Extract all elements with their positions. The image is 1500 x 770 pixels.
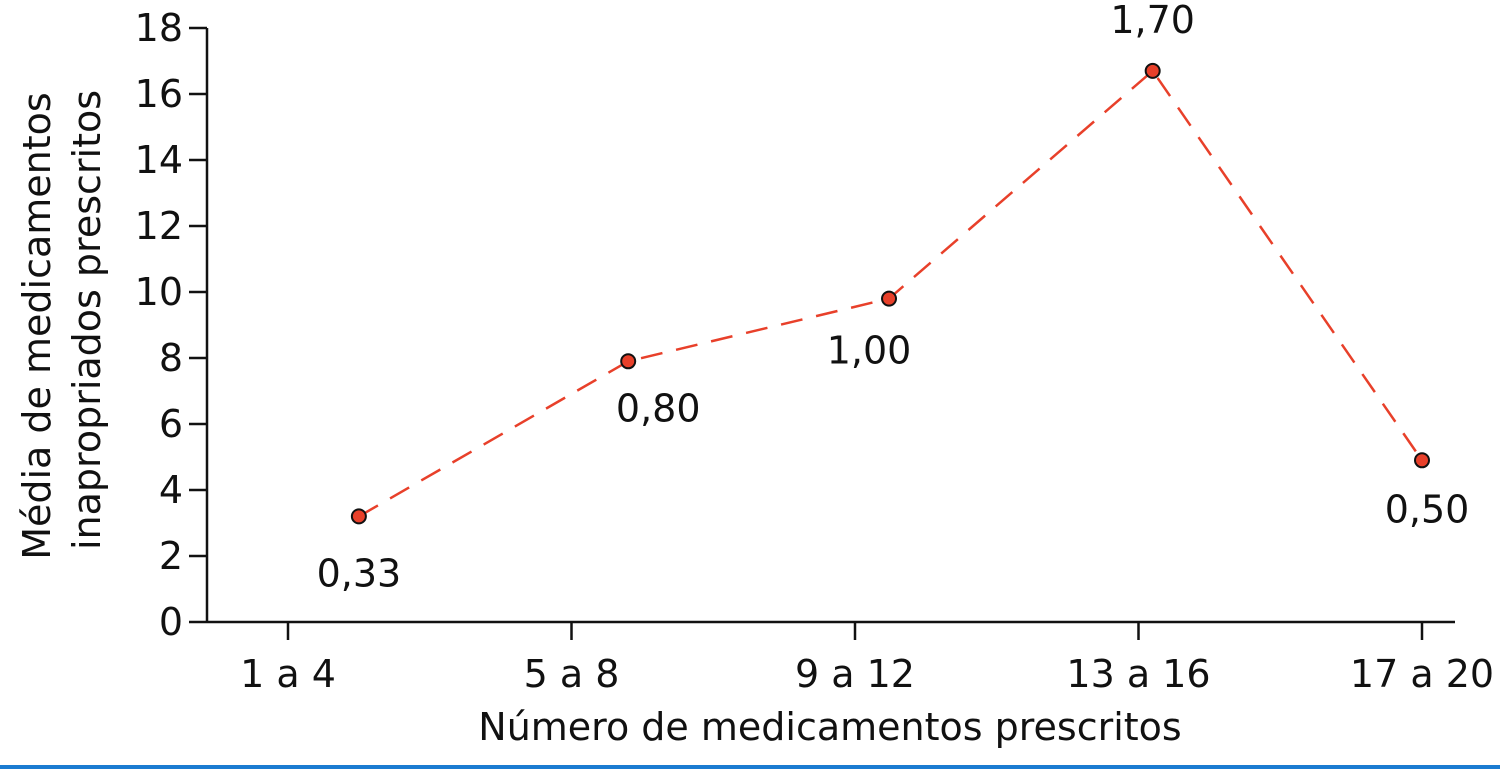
data-label: 1,70	[1110, 0, 1195, 42]
data-point	[881, 290, 898, 307]
y-tick-label: 14	[135, 138, 183, 182]
x-axis: 1 a 4 5 a 8 9 a 12 13 a 16 17 a 20	[207, 620, 1494, 696]
y-axis-title: Média de medicamentos inapropriados pres…	[15, 80, 109, 560]
y-axis-title-line-1: Média de medicamentos	[15, 92, 59, 559]
y-axis-title-line-2: inapropriados prescritos	[65, 90, 109, 550]
y-tick-label: 6	[159, 402, 183, 446]
data-point	[620, 353, 637, 370]
data-label: 0,50	[1385, 487, 1470, 531]
x-tick-label: 9 a 12	[795, 652, 915, 696]
series-line	[350, 62, 1430, 525]
x-tick-label: 5 a 8	[524, 652, 620, 696]
x-tick-label: 13 a 16	[1066, 652, 1210, 696]
data-labels: 0,33 0,80 1,00 1,70 0,50	[317, 0, 1470, 595]
x-axis-title: Número de medicamentos prescritos	[478, 705, 1181, 749]
y-tick-label: 10	[135, 270, 183, 314]
data-label: 1,00	[827, 329, 912, 373]
data-point	[1144, 62, 1161, 79]
data-label: 0,80	[616, 386, 701, 430]
data-point	[1414, 452, 1430, 469]
data-point	[350, 508, 367, 525]
y-tick-label: 12	[135, 204, 183, 248]
y-tick-label: 2	[159, 534, 183, 578]
data-label: 0,33	[317, 551, 402, 595]
x-tick-label: 1 a 4	[240, 652, 336, 696]
y-tick-label: 18	[135, 6, 183, 50]
y-tick-label: 16	[135, 72, 183, 116]
x-tick-label: 17 a 20	[1350, 652, 1494, 696]
y-tick-label: 4	[159, 468, 183, 512]
y-tick-label: 8	[159, 336, 183, 380]
y-axis: 0 2 4 6 8 10 12 14 16 18	[135, 6, 209, 644]
y-tick-label: 0	[159, 600, 183, 644]
